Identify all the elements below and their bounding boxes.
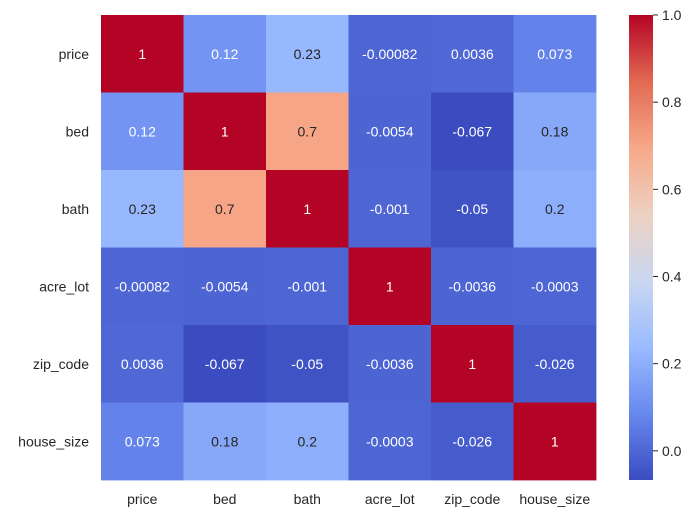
heatmap-cell-acre_lot-price [101, 247, 184, 326]
colorbar-gradient [629, 15, 653, 480]
heatmap-cell-bed-price [101, 92, 184, 171]
heatmap-cell-label: 0.2 [298, 433, 318, 449]
colorbar: 0.0 0.2 0.4 0.6 0.8 1.0 [629, 7, 682, 480]
heatmap-cell-label: -0.001 [287, 278, 327, 294]
colorbar-tick-label: 0.2 [662, 356, 682, 372]
heatmap-cell-label: -0.0054 [366, 123, 414, 139]
y-tick-label-house_size: house_size [18, 433, 89, 449]
heatmap-cell-label: 1 [221, 123, 229, 139]
heatmap-cell-label: -0.00082 [362, 46, 417, 62]
y-tick-label-price: price [59, 46, 90, 62]
heatmap-cell-bed-bed [183, 92, 267, 171]
heatmap-cell-zip_code-house_size [513, 325, 597, 403]
y-tick-label-bed: bed [66, 123, 89, 139]
heatmap-cell-house_size-zip_code [431, 402, 514, 481]
heatmap-cell-label: 1 [303, 201, 311, 217]
colorbar-tick-label: 0.4 [662, 268, 682, 284]
heatmap-cell-zip_code-bath [266, 325, 349, 403]
heatmap-cell-zip_code-zip_code [431, 325, 514, 403]
heatmap-cell-price-price [101, 15, 184, 93]
heatmap-cell-label: -0.026 [535, 356, 575, 372]
heatmap-cell-acre_lot-house_size [513, 247, 597, 326]
heatmap-cell-price-house_size [513, 15, 597, 93]
heatmap-cell-label: 1 [468, 356, 476, 372]
heatmap-cell-bath-house_size [513, 170, 597, 248]
heatmap-cell-label: 0.0036 [451, 46, 494, 62]
heatmap-cell-label: 1 [551, 433, 559, 449]
heatmap-cell-label: -0.026 [452, 433, 492, 449]
heatmap-cell-acre_lot-zip_code [431, 247, 514, 326]
heatmap-cell-price-bed [183, 15, 267, 93]
heatmap-cell-label: 0.23 [294, 46, 321, 62]
heatmap-cell-label: 0.18 [541, 123, 568, 139]
heatmap-cell-house_size-acre_lot [348, 402, 432, 481]
heatmap-cell-label: -0.0054 [201, 278, 249, 294]
heatmap-cell-label: 0.073 [537, 46, 572, 62]
heatmap-cell-label: -0.00082 [115, 278, 170, 294]
heatmap-cell-bath-bed [183, 170, 267, 248]
x-tick-label-zip_code: zip_code [444, 491, 500, 507]
x-tick-label-bath: bath [294, 491, 321, 507]
x-axis-tick-labels: price bed bath acre_lot zip_code house_size [127, 491, 590, 507]
heatmap-cell-label: 0.7 [215, 201, 235, 217]
heatmap-cell-acre_lot-bath [266, 247, 349, 326]
heatmap-cell-label: -0.001 [370, 201, 410, 217]
heatmap-cell-label: 0.18 [211, 433, 238, 449]
heatmap-cell-label: 0.073 [125, 433, 160, 449]
heatmap-cell-bed-zip_code [431, 92, 514, 171]
heatmap-cell-label: -0.067 [452, 123, 492, 139]
heatmap-cell-label: 0.7 [298, 123, 318, 139]
heatmap-cell-label: -0.0036 [449, 278, 497, 294]
heatmap-cell-labels: 1 0.12 0.23 -0.00082 0.0036 0.073 0.12 1 0.7 -0.0… [115, 46, 579, 450]
heatmap-cell-acre_lot-acre_lot [348, 247, 432, 326]
colorbar-tick-label: 1.0 [662, 7, 682, 23]
heatmap-cell-label: -0.0036 [366, 356, 414, 372]
heatmap-cell-label: -0.05 [456, 201, 488, 217]
heatmap-cell-label: 1 [138, 46, 146, 62]
y-axis-tick-labels: price bed bath acre_lot zip_code house_size [18, 46, 89, 450]
heatmap-cell-bath-acre_lot [348, 170, 432, 248]
colorbar-ticks: 0.0 0.2 0.4 0.6 0.8 1.0 [653, 7, 682, 459]
heatmap-cell-bed-acre_lot [348, 92, 432, 171]
heatmap-cell-zip_code-acre_lot [348, 325, 432, 403]
heatmap-cell-label: -0.0003 [531, 278, 579, 294]
heatmap-cell-house_size-price [101, 402, 184, 481]
y-tick-label-acre_lot: acre_lot [39, 278, 89, 294]
heatmap-cell-label: 0.23 [129, 201, 156, 217]
heatmap-cell-bath-price [101, 170, 184, 248]
heatmap-cell-label: 0.2 [545, 201, 565, 217]
heatmap-cell-zip_code-price [101, 325, 184, 403]
heatmap-cell-house_size-house_size [513, 402, 597, 481]
colorbar-tick-label: 0.0 [662, 443, 682, 459]
x-tick-label-acre_lot: acre_lot [365, 491, 415, 507]
heatmap-cell-house_size-bed [183, 402, 267, 481]
heatmap-cell-label: -0.05 [291, 356, 323, 372]
heatmap-cell-label: 0.0036 [121, 356, 164, 372]
x-tick-label-bed: bed [213, 491, 236, 507]
heatmap-cell-label: 1 [386, 278, 394, 294]
y-tick-label-bath: bath [62, 201, 89, 217]
heatmap-cell-label: 0.12 [129, 123, 156, 139]
heatmap-cell-bed-bath [266, 92, 349, 171]
heatmap-cell-price-bath [266, 15, 349, 93]
heatmap-cell-label: -0.067 [205, 356, 245, 372]
x-tick-label-price: price [127, 491, 158, 507]
x-tick-label-house_size: house_size [519, 491, 590, 507]
heatmap-cell-bath-bath [266, 170, 349, 248]
heatmap-cell-house_size-bath [266, 402, 349, 481]
heatmap-cell-bed-house_size [513, 92, 597, 171]
heatmap-cell-acre_lot-bed [183, 247, 267, 326]
heatmap-cell-bath-zip_code [431, 170, 514, 248]
heatmap-cell-label: -0.0003 [366, 433, 414, 449]
heatmap-cells [101, 15, 597, 481]
y-tick-label-zip_code: zip_code [33, 356, 89, 372]
heatmap-cell-label: 0.12 [211, 46, 238, 62]
heatmap-cell-price-acre_lot [348, 15, 432, 93]
heatmap-cell-zip_code-bed [183, 325, 267, 403]
colorbar-tick-label: 0.8 [662, 94, 682, 110]
colorbar-tick-label: 0.6 [662, 181, 682, 197]
heatmap-cell-price-zip_code [431, 15, 514, 93]
